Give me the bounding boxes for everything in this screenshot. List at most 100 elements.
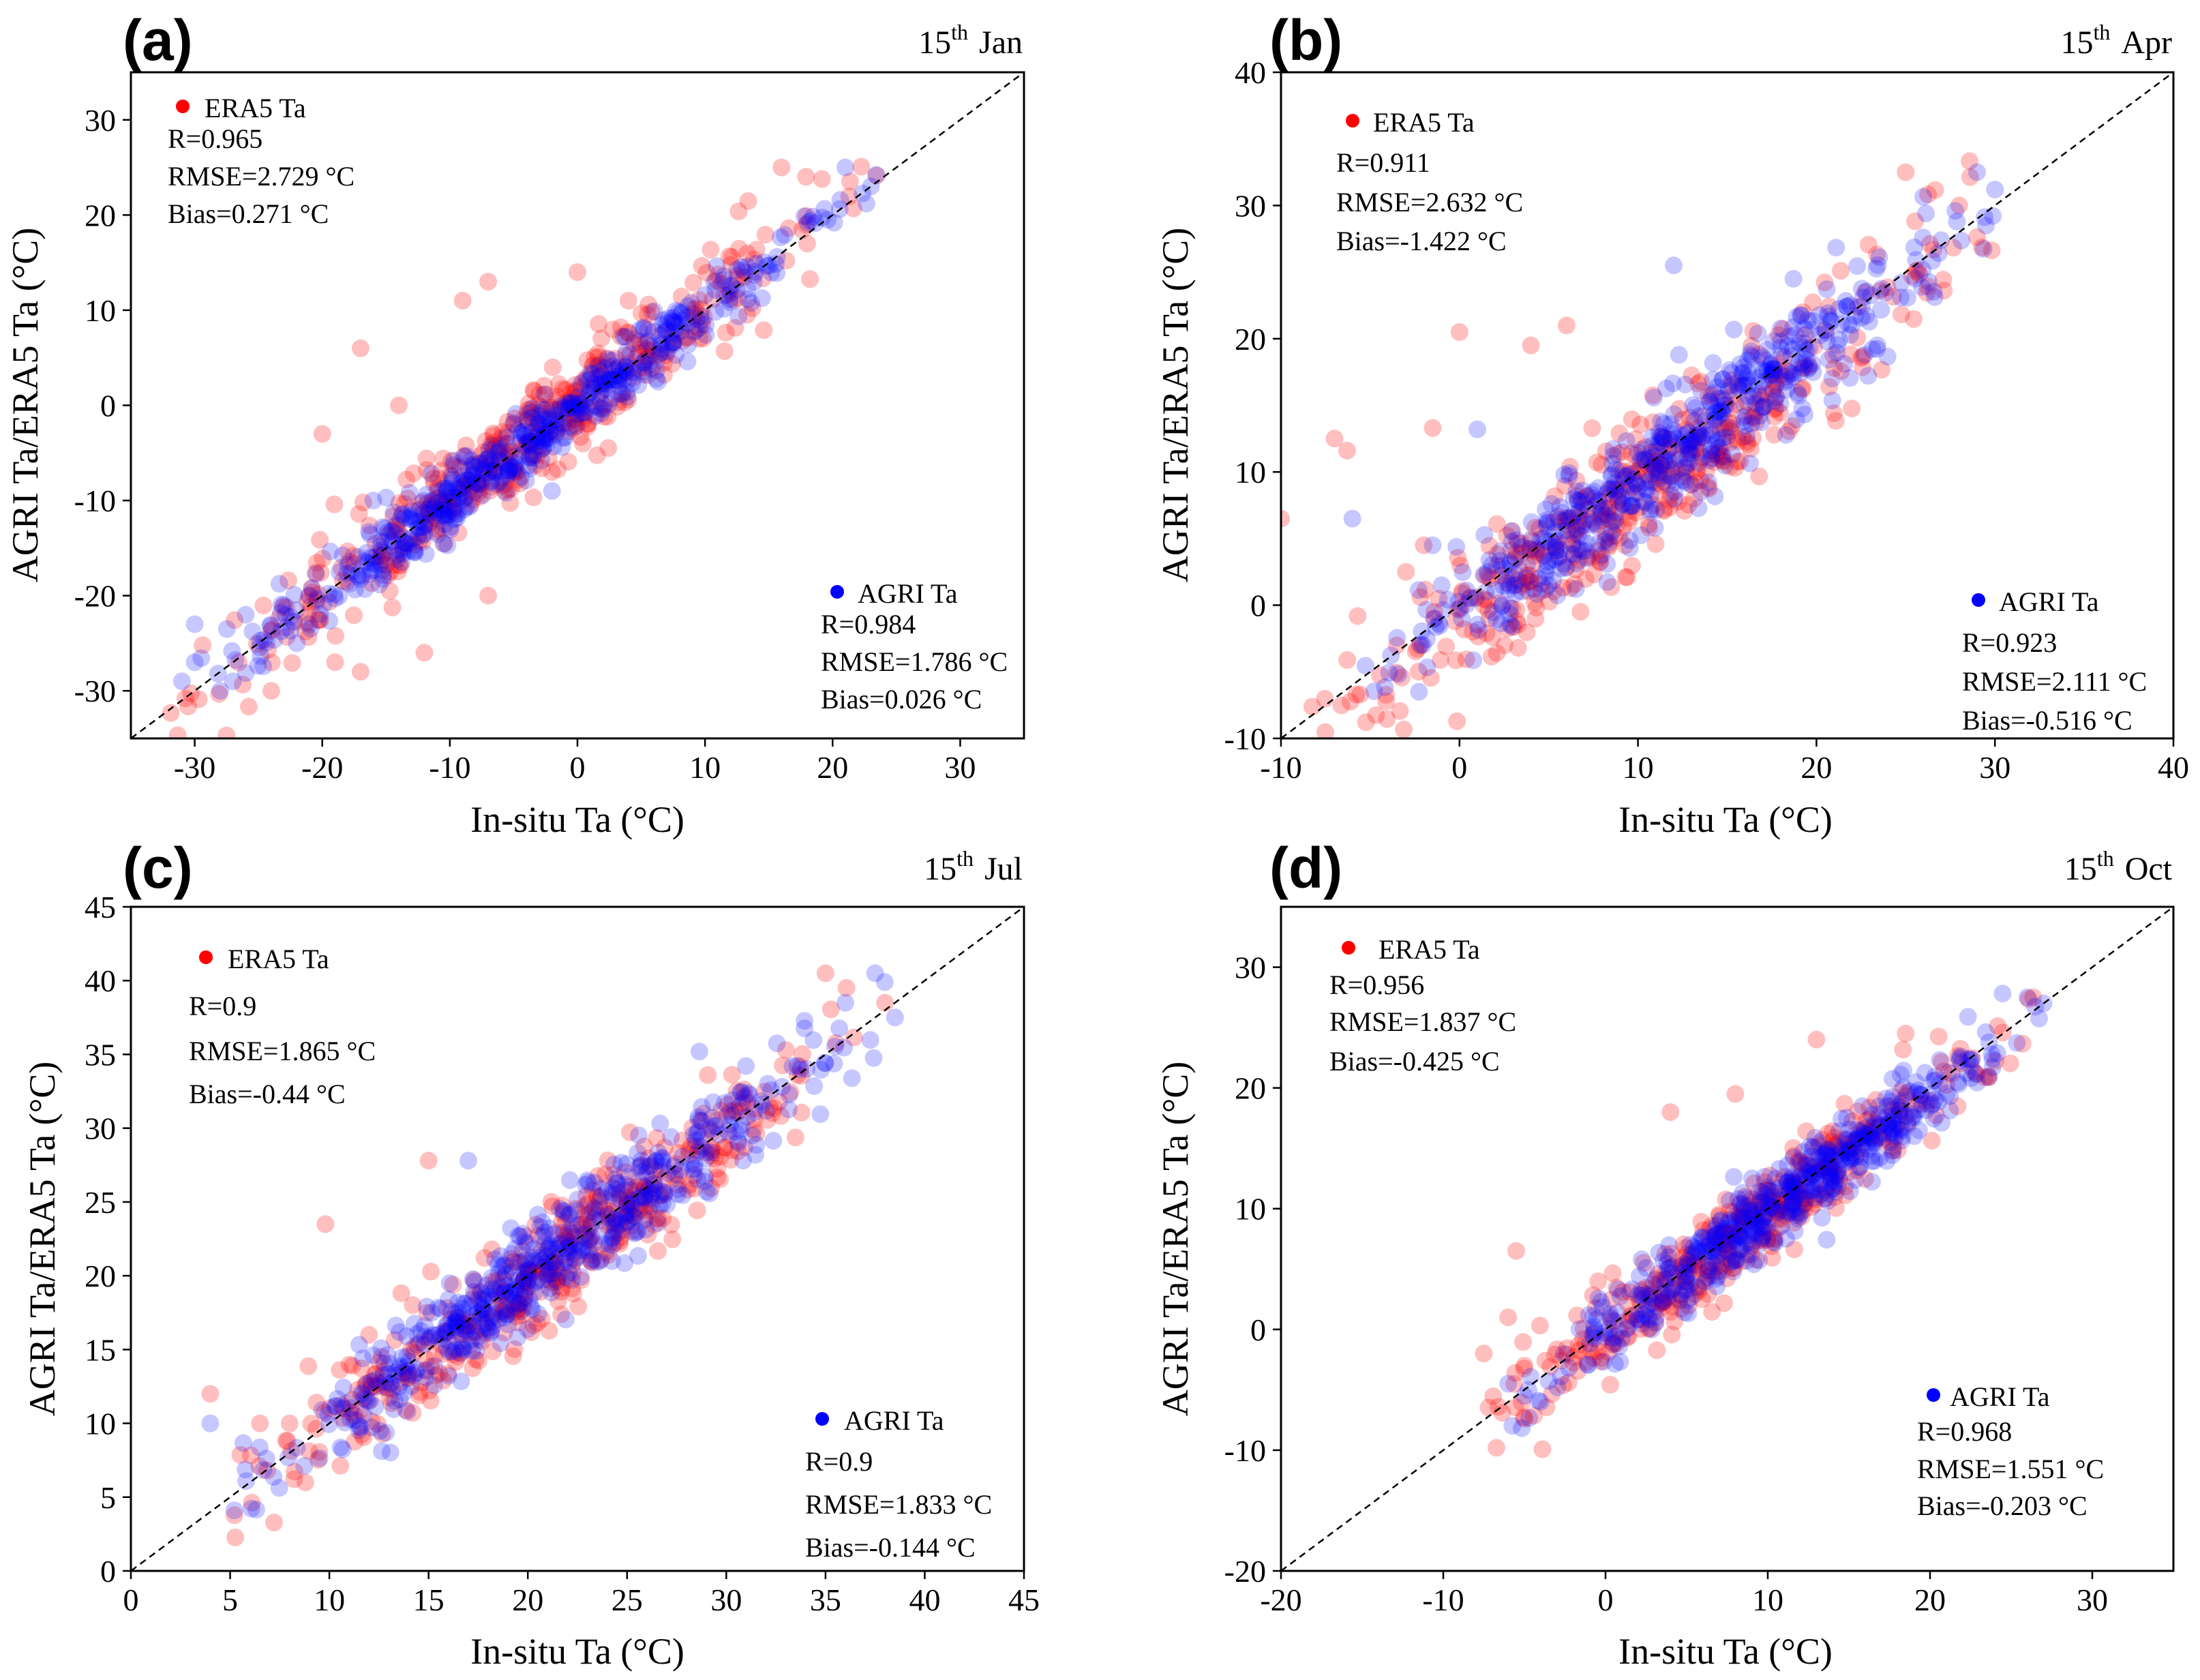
point-era5 [1614, 1282, 1632, 1301]
point-era5 [1731, 452, 1749, 470]
point-agri [1660, 1259, 1678, 1277]
point-agri [1729, 377, 1747, 395]
point-agri [1770, 1160, 1788, 1178]
point-era5 [622, 1222, 641, 1240]
point-agri [716, 1094, 734, 1112]
point-era5 [1825, 1167, 1843, 1186]
point-agri [336, 1413, 354, 1432]
point-era5 [1753, 1219, 1771, 1238]
point-era5 [1829, 1177, 1848, 1195]
point-agri [415, 525, 434, 543]
point-era5 [1824, 346, 1842, 364]
point-agri [1685, 1256, 1704, 1274]
point-era5 [496, 482, 514, 500]
point-era5 [585, 1234, 603, 1252]
point-agri [1492, 614, 1510, 633]
point-era5 [632, 304, 650, 322]
point-agri [1773, 1201, 1791, 1219]
point-agri [693, 1098, 711, 1116]
point-era5 [621, 1206, 639, 1224]
point-era5 [453, 292, 472, 310]
point-era5 [1682, 1246, 1700, 1264]
point-era5 [1759, 1181, 1777, 1199]
point-era5 [1512, 544, 1531, 562]
point-agri [1596, 1324, 1614, 1342]
point-agri [669, 303, 688, 321]
point-era5 [1989, 1017, 2007, 1035]
point-agri [764, 1132, 783, 1150]
point-agri [550, 414, 569, 432]
point-era5 [1603, 511, 1621, 530]
point-era5 [299, 592, 316, 611]
point-agri [1552, 559, 1570, 578]
point-agri [1522, 530, 1540, 548]
point-era5 [1875, 1129, 1893, 1148]
x-axis-title: In-situ Ta (°C) [1618, 1631, 1833, 1672]
point-era5 [553, 1197, 571, 1214]
point-agri [416, 1328, 434, 1346]
point-era5 [1540, 592, 1558, 611]
point-era5 [534, 1259, 552, 1277]
point-era5 [604, 320, 622, 339]
point-agri [523, 423, 541, 441]
point-agri [524, 445, 542, 464]
point-era5 [425, 508, 443, 526]
point-agri [1790, 355, 1808, 372]
point-agri [1744, 387, 1762, 405]
point-era5 [734, 1094, 752, 1113]
point-agri [1798, 350, 1815, 369]
point-agri [1567, 554, 1586, 573]
point-era5 [1816, 1189, 1835, 1207]
point-era5 [1558, 1345, 1576, 1364]
point-era5 [487, 438, 505, 455]
point-era5 [1720, 400, 1738, 418]
point-agri [1567, 482, 1586, 500]
point-agri [1453, 610, 1471, 628]
point-era5 [1603, 1264, 1622, 1282]
point-era5 [474, 443, 492, 462]
point-agri [629, 376, 648, 394]
point-agri [1719, 1214, 1738, 1233]
point-era5 [674, 331, 692, 350]
point-agri [1451, 600, 1469, 618]
point-agri [1775, 373, 1794, 391]
point-era5 [297, 622, 315, 641]
point-era5 [1588, 1342, 1607, 1361]
point-era5 [1868, 245, 1886, 264]
point-agri [425, 1357, 444, 1375]
point-era5 [1679, 496, 1698, 514]
point-era5 [1911, 1090, 1929, 1109]
point-agri [395, 1383, 413, 1402]
point-era5 [582, 1246, 600, 1263]
point-era5 [1854, 358, 1872, 376]
point-agri [562, 1224, 580, 1242]
point-era5 [1721, 1243, 1739, 1261]
point-agri [408, 1325, 426, 1343]
point-era5 [464, 1313, 483, 1332]
point-agri [1501, 553, 1520, 571]
point-agri [1501, 615, 1519, 633]
point-era5 [564, 419, 583, 437]
point-era5 [400, 1369, 418, 1387]
point-agri [509, 421, 527, 440]
point-agri [1708, 378, 1726, 396]
point-agri [697, 326, 715, 344]
point-agri [584, 1250, 602, 1269]
point-era5 [541, 410, 560, 429]
point-era5 [392, 1284, 410, 1302]
point-agri [1781, 1203, 1800, 1222]
point-agri [689, 1123, 707, 1141]
point-agri [361, 548, 379, 567]
point-agri [1839, 315, 1858, 333]
point-era5 [524, 432, 541, 451]
point-agri [375, 1355, 393, 1373]
y-tick-label: 30 [1235, 188, 1266, 223]
point-agri [1432, 576, 1451, 595]
point-agri [705, 273, 723, 291]
point-agri [1980, 1068, 1998, 1086]
point-agri [729, 308, 748, 325]
point-era5 [450, 1309, 468, 1328]
point-agri [411, 518, 429, 537]
point-agri [591, 1252, 609, 1270]
point-era5 [1686, 473, 1704, 492]
